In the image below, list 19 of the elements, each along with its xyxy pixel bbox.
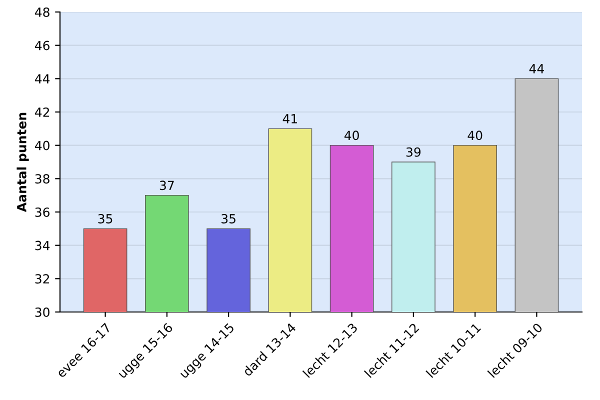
y-tick-label: 40 (34, 140, 50, 150)
y-tick-label: 42 (34, 107, 50, 117)
data-label: 41 (282, 114, 297, 124)
data-label: 35 (98, 214, 112, 224)
data-label: 40 (468, 130, 482, 140)
y-tick-label: 32 (35, 274, 50, 284)
y-tick-label: 34 (35, 240, 50, 250)
data-label: 35 (222, 214, 236, 224)
y-tick-label: 44 (34, 74, 50, 84)
data-label: 39 (406, 147, 421, 157)
y-tick-label: 38 (35, 174, 50, 184)
data-label: 40 (344, 130, 359, 140)
y-tick-label: 46 (34, 40, 50, 50)
y-tick-label: 48 (34, 7, 50, 17)
y-tick-label: 30 (35, 307, 50, 317)
data-label: 37 (160, 180, 174, 190)
data-label: 44 (529, 64, 544, 74)
y-tick-label: 36 (35, 207, 50, 217)
y-axis-title: Aantal punten (16, 112, 29, 212)
